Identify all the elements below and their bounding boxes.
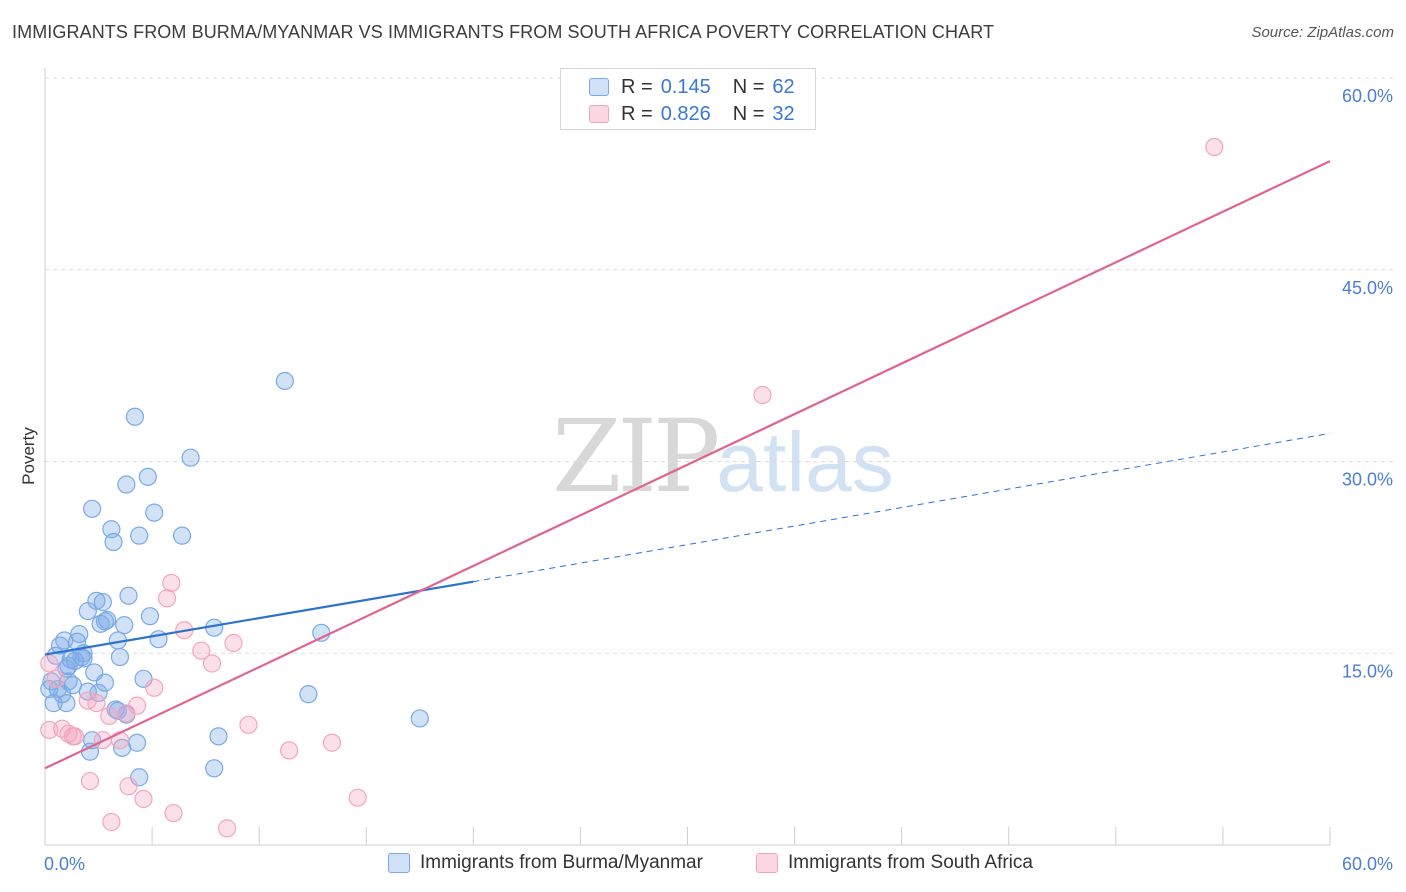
data-points xyxy=(40,137,1224,838)
point-south-africa xyxy=(322,733,342,752)
legend-swatch-burma xyxy=(589,78,609,96)
point-burma xyxy=(172,526,192,545)
point-burma xyxy=(104,532,123,552)
point-burma xyxy=(93,593,112,612)
point-south-africa xyxy=(119,777,138,796)
legend-swatch-south-africa xyxy=(589,105,609,123)
legend-r-value: 0.145 xyxy=(660,75,711,98)
axes xyxy=(44,68,1331,846)
y-tick-label: 45.0% xyxy=(1342,278,1393,298)
tick-labels: 15.0% 30.0% 45.0% 60.0% 0.0% 60.0% xyxy=(44,86,1393,874)
point-south-africa xyxy=(134,789,153,809)
legend: R = 0.145 N = 62 R = 0.826 N = 32 xyxy=(560,68,816,130)
chart-source: Source: ZipAtlas.com xyxy=(1251,24,1394,41)
point-burma xyxy=(119,586,138,605)
point-burma xyxy=(87,591,106,610)
chart-title: IMMIGRANTS FROM BURMA/MYANMAR VS IMMIGRA… xyxy=(12,22,995,42)
point-burma xyxy=(181,448,200,467)
bottom-legend-burma: Immigrants from Burma/Myanmar xyxy=(388,850,703,876)
point-burma xyxy=(110,647,130,667)
point-burma xyxy=(125,407,145,426)
bottom-legend-swatch-burma xyxy=(388,853,410,873)
point-burma xyxy=(205,759,224,778)
y-tick-label: 60.0% xyxy=(1342,86,1393,106)
trend-lines xyxy=(44,160,1331,770)
point-south-africa xyxy=(80,771,100,791)
point-burma xyxy=(140,607,160,626)
bottom-legend-swatch-south-africa xyxy=(756,853,778,873)
point-south-africa xyxy=(224,633,243,653)
bottom-legend-label-south-africa: Immigrants from South Africa xyxy=(788,852,1033,873)
point-burma xyxy=(72,647,91,667)
point-south-africa xyxy=(164,803,183,823)
point-burma xyxy=(83,499,102,518)
legend-n-value: 32 xyxy=(772,102,795,125)
point-burma xyxy=(138,467,157,486)
point-south-africa xyxy=(87,694,106,713)
trend-line-south-africa xyxy=(44,160,1331,770)
point-burma xyxy=(117,475,136,494)
y-tick-label: 15.0% xyxy=(1342,661,1393,681)
point-south-africa xyxy=(110,731,130,750)
legend-row-south-africa: R = 0.826 N = 32 xyxy=(589,102,795,126)
point-burma xyxy=(209,727,228,746)
bottom-legend-label-burma: Immigrants from Burma/Myanmar xyxy=(420,852,703,873)
point-burma xyxy=(130,526,149,545)
point-south-africa xyxy=(127,696,147,715)
x-tick-label: 0.0% xyxy=(44,854,85,874)
legend-r-label: R = xyxy=(621,75,653,98)
watermark-zip: ZIP xyxy=(552,398,720,515)
point-south-africa xyxy=(753,385,772,405)
point-south-africa xyxy=(40,654,59,673)
legend-r-value: 0.826 xyxy=(660,102,711,125)
point-south-africa xyxy=(102,812,121,832)
bottom-legend-south-africa: Immigrants from South Africa xyxy=(756,850,1033,876)
point-burma xyxy=(98,610,117,630)
point-south-africa xyxy=(202,654,222,673)
trend-line-burma-extension xyxy=(473,432,1331,583)
point-south-africa xyxy=(239,715,258,734)
point-burma xyxy=(70,624,89,644)
legend-n-value: 62 xyxy=(772,75,795,98)
point-south-africa xyxy=(100,706,119,725)
point-south-africa xyxy=(145,678,164,697)
legend-n-label: N = xyxy=(732,75,765,98)
point-burma xyxy=(115,616,134,635)
point-south-africa xyxy=(348,788,367,807)
legend-r-label: R = xyxy=(621,102,653,125)
point-south-africa xyxy=(280,741,299,760)
legend-n-label: N = xyxy=(732,102,765,125)
point-south-africa xyxy=(192,641,211,660)
point-burma xyxy=(299,685,318,704)
trend-line-burma xyxy=(44,580,474,656)
point-south-africa xyxy=(162,573,181,593)
y-tick-label: 30.0% xyxy=(1342,470,1393,490)
point-south-africa xyxy=(217,819,237,838)
point-south-africa xyxy=(46,669,65,688)
y-axis-label: Poverty xyxy=(19,427,38,485)
x-tick-label: 60.0% xyxy=(1342,854,1393,874)
point-burma xyxy=(95,673,115,692)
point-burma xyxy=(145,503,164,522)
point-burma xyxy=(57,694,76,713)
point-south-africa xyxy=(157,589,177,608)
point-south-africa xyxy=(65,727,85,746)
point-burma xyxy=(275,371,294,391)
grid-lines xyxy=(45,77,1393,654)
legend-row-burma: R = 0.145 N = 62 xyxy=(589,75,795,99)
point-burma xyxy=(410,709,429,728)
point-burma xyxy=(127,733,147,752)
point-south-africa xyxy=(1205,137,1224,157)
